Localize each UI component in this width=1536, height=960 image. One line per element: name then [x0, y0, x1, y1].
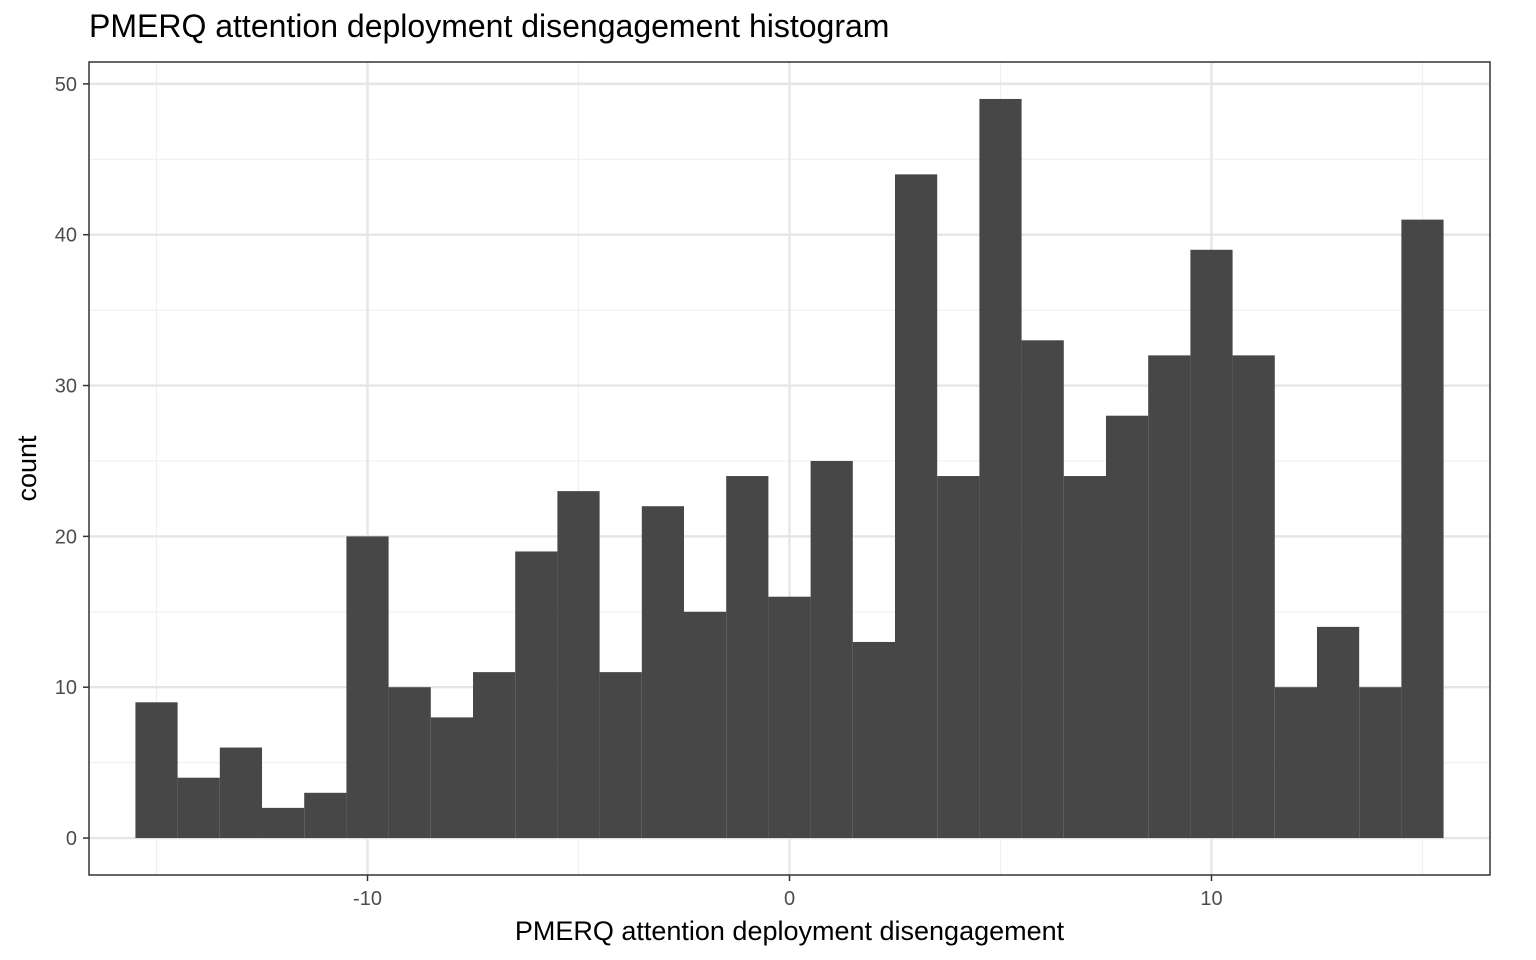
histogram-bar	[1021, 340, 1064, 839]
histogram-bar	[1190, 249, 1233, 839]
histogram-bar	[894, 174, 938, 839]
histogram-bar	[641, 506, 685, 839]
histogram-bar	[177, 777, 220, 839]
x-tick-label: 0	[784, 888, 795, 910]
chart-title: PMERQ attention deployment disengagement…	[89, 8, 890, 44]
histogram-bar	[599, 672, 642, 839]
axis-ticks	[83, 83, 1213, 881]
y-tick-label: 0	[66, 828, 77, 850]
histogram-bar	[388, 687, 431, 839]
histogram-bar	[726, 476, 769, 839]
y-tick-label: 50	[55, 74, 77, 96]
tick-labels: -10 0 10 0 10 20 30 40 50	[55, 74, 1223, 910]
x-tick-label: 10	[1200, 888, 1222, 910]
histogram-bar	[1359, 687, 1402, 839]
x-tick-label: -10	[353, 888, 382, 910]
y-tick-label: 20	[55, 526, 77, 548]
histogram-bar	[1274, 687, 1317, 839]
histogram-bar	[219, 747, 263, 839]
histogram-bar	[557, 491, 600, 839]
histogram-bar	[810, 460, 853, 839]
histogram-bar	[852, 641, 895, 839]
histogram-bar	[768, 596, 811, 839]
y-tick-label: 30	[55, 376, 77, 398]
histogram-bar	[1063, 476, 1106, 839]
histogram-bar	[430, 717, 474, 839]
histogram-bar	[1232, 355, 1275, 839]
histogram-bar	[473, 672, 516, 839]
histogram-bars	[135, 98, 1444, 839]
histogram-bar	[684, 611, 727, 839]
y-tick-label: 40	[55, 225, 77, 247]
x-axis-title: PMERQ attention deployment disengagement	[515, 916, 1065, 946]
y-tick-label: 10	[55, 677, 77, 699]
y-axis-title: count	[12, 435, 42, 502]
histogram-bar	[135, 702, 178, 839]
histogram-bar	[304, 792, 347, 839]
histogram-bar	[1105, 415, 1149, 839]
histogram-bar	[262, 807, 305, 839]
histogram-bar	[346, 536, 389, 839]
histogram-bar	[937, 476, 980, 839]
histogram-bar	[1316, 626, 1360, 839]
histogram-bar	[1148, 355, 1191, 839]
histogram-bar	[979, 98, 1022, 839]
histogram-bar	[515, 551, 558, 839]
histogram-bar	[1401, 219, 1444, 839]
